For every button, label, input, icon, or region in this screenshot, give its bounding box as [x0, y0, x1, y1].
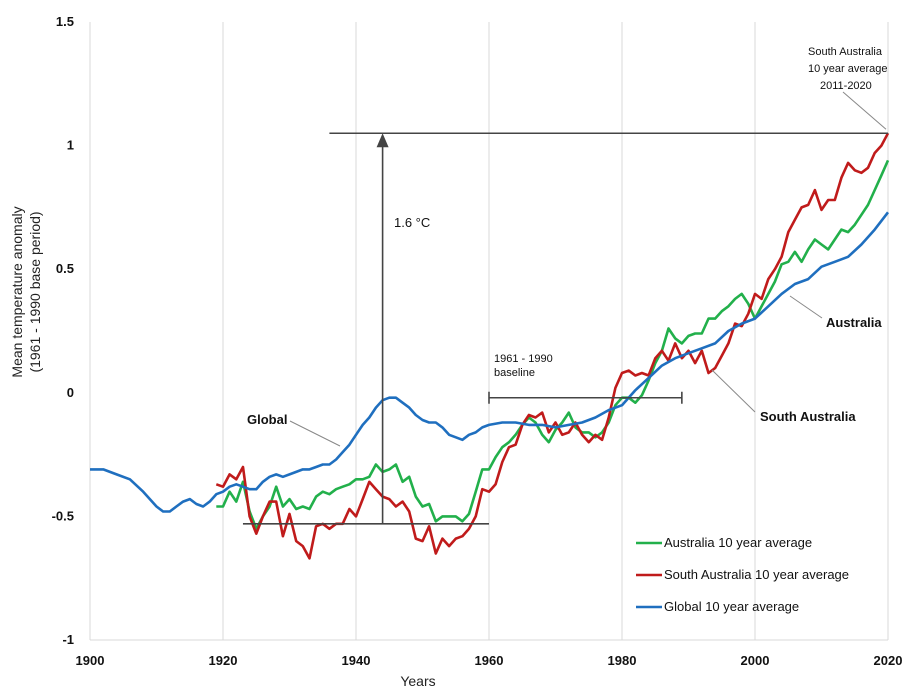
- legend-label-3: Global 10 year average: [664, 599, 799, 614]
- australia-label: Australia: [826, 315, 882, 330]
- legend-label-2: South Australia 10 year average: [664, 567, 849, 582]
- arrow-label: 1.6 °C: [394, 215, 430, 230]
- x-tick-label-1980: 1980: [608, 653, 637, 668]
- x-tick-label-2020: 2020: [874, 653, 903, 668]
- south-australia-label: South Australia: [760, 409, 856, 424]
- series-line-1: [216, 159, 890, 531]
- y-axis-title-line2: (1961 - 1990 base period): [27, 211, 43, 372]
- south-australia-leader-line: [711, 369, 756, 413]
- australia-leader-line: [789, 295, 823, 319]
- global-leader-line: [289, 420, 341, 447]
- y-tick-label--0.5: -0.5: [52, 508, 74, 523]
- x-tick-label-2000: 2000: [741, 653, 770, 668]
- baseline-label-line2: baseline: [494, 367, 535, 379]
- y-axis-ticks: -1 -0.5 0 0.5 1 1.5: [52, 14, 74, 647]
- series-line-3: [90, 211, 890, 513]
- grid-lines: [222, 22, 889, 640]
- sa-note-line1: South Australia: [808, 46, 883, 58]
- sa-note-line2: 10 year average: [808, 63, 888, 75]
- series-group: [90, 132, 890, 560]
- x-axis-title: Years: [400, 673, 435, 689]
- y-tick-label-1: 1: [67, 138, 74, 153]
- y-tick-label-0: 0: [67, 385, 74, 400]
- annotations-group: [242, 91, 888, 525]
- sa-note-line3: 2011-2020: [820, 80, 872, 92]
- x-tick-label-1960: 1960: [475, 653, 504, 668]
- x-axis-ticks: 1900 1920 1940 1960 1980 2000 2020: [76, 653, 903, 668]
- y-tick-label-0.5: 0.5: [56, 261, 74, 276]
- legend: Australia 10 year average South Australia…: [636, 535, 849, 614]
- y-axis-title-line1: Mean temperature anomaly: [9, 206, 25, 377]
- x-tick-label-1900: 1900: [76, 653, 105, 668]
- y-tick-label--1: -1: [62, 632, 74, 647]
- x-tick-label-1940: 1940: [342, 653, 371, 668]
- y-tick-label-1.5: 1.5: [56, 14, 74, 29]
- sa-note-leader-line: [842, 91, 887, 130]
- x-tick-label-1920: 1920: [209, 653, 238, 668]
- baseline-label-line1: 1961 - 1990: [494, 353, 553, 365]
- plot-frame: [89, 22, 888, 641]
- temperature-rise-arrow-head: [376, 133, 389, 148]
- global-label: Global: [247, 412, 287, 427]
- legend-label-1: Australia 10 year average: [664, 535, 812, 550]
